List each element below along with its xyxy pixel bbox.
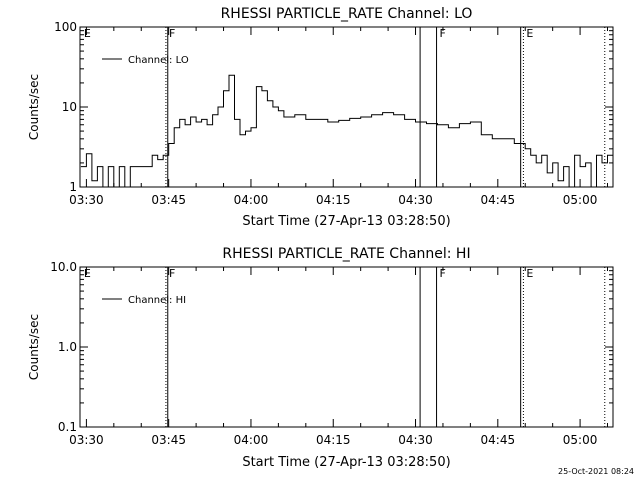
series-line-1 [80, 74, 613, 188]
annotation-label: E [526, 267, 533, 280]
plot-frame [79, 26, 614, 188]
x-tick-label: 03:30 [69, 193, 104, 207]
chart-title: RHESSI PARTICLE_RATE Channel: HI [222, 246, 470, 262]
x-tick-label: 05:00 [563, 193, 598, 207]
x-tick-label: 04:15 [316, 193, 351, 207]
x-tick-label: 05:00 [563, 433, 598, 447]
y-tick-label: 1 [69, 180, 77, 194]
y-tick-label: 10.0 [50, 260, 77, 274]
x-tick-label: 04:30 [398, 193, 433, 207]
y-tick-label: 100 [54, 20, 77, 34]
y-tick-label: 1.0 [58, 340, 77, 354]
chart-panel-2: RHESSI PARTICLE_RATE Channel: HI Start Ti… [27, 246, 614, 470]
y-tick-label: 0.1 [58, 420, 77, 434]
x-tick-label: 03:45 [151, 193, 186, 207]
y-axis-label: Counts/sec [27, 74, 41, 140]
footer-timestamp: 25-Oct-2021 08:24 [558, 467, 634, 476]
x-tick-label: 04:00 [234, 433, 269, 447]
legend-label: Channel: LO [128, 55, 189, 66]
annotation-label: E [526, 27, 533, 40]
chart-panel-1: RHESSI PARTICLE_RATE Channel: LO Start Ti… [27, 6, 614, 229]
chart-title: RHESSI PARTICLE_RATE Channel: LO [221, 6, 473, 22]
annotation-label: F [169, 27, 175, 40]
annotation-label: E [84, 267, 91, 280]
x-tick-label: 03:45 [151, 433, 186, 447]
x-axis-label: Start Time (27-Apr-13 03:28:50) [242, 214, 450, 229]
annotation-label: F [169, 267, 175, 280]
x-tick-label: 03:30 [69, 433, 104, 447]
x-tick-label: 04:45 [481, 193, 516, 207]
annotation-label: F [440, 27, 446, 40]
annotation-label: F [440, 267, 446, 280]
x-tick-label: 04:15 [316, 433, 351, 447]
y-axis-label: Counts/sec [27, 314, 41, 380]
y-tick-label: 10 [62, 100, 77, 114]
annotation-label: E [84, 27, 91, 40]
plot-frame [79, 266, 614, 428]
x-tick-label: 04:30 [398, 433, 433, 447]
x-tick-label: 04:00 [234, 193, 269, 207]
x-axis-label: Start Time (27-Apr-13 03:28:50) [242, 455, 450, 470]
x-tick-label: 04:45 [481, 433, 516, 447]
legend-label: Channel: HI [128, 295, 186, 306]
